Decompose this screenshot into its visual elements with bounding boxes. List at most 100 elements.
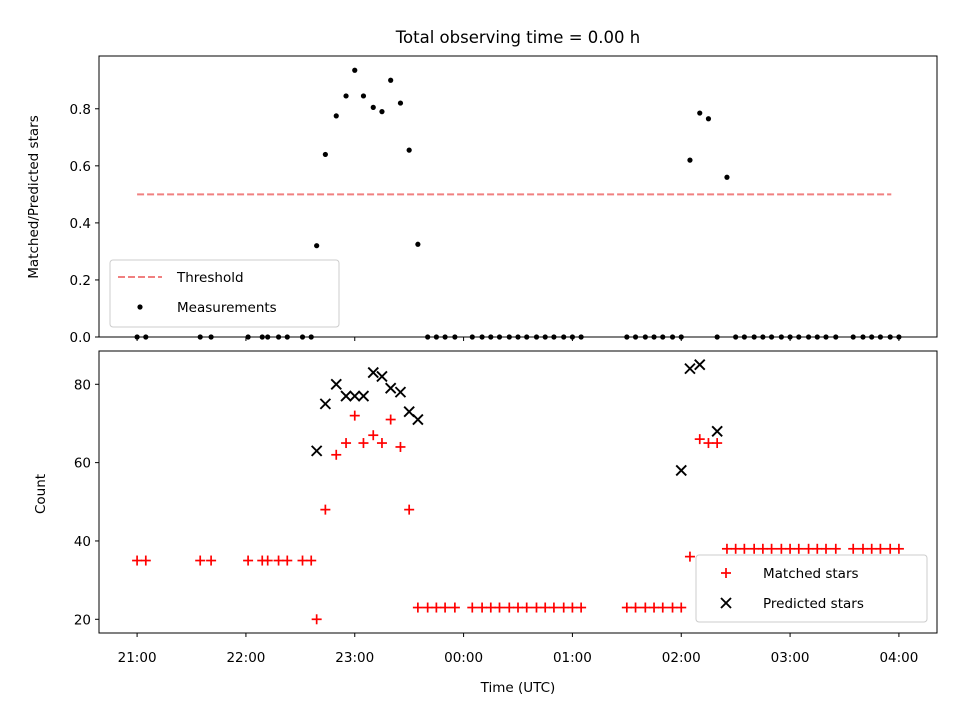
matched-star-marker (262, 555, 273, 566)
y-tick-label: 60 (74, 456, 91, 472)
matched-star-marker (395, 441, 406, 452)
bottom-legend: Matched stars Predicted stars (695, 554, 928, 623)
y-tick-label: 20 (74, 612, 91, 628)
legend-matched-label: Matched stars (763, 566, 859, 582)
matched-star-marker (749, 543, 760, 554)
matched-star-marker (449, 602, 460, 613)
matched-star-marker (477, 602, 488, 613)
top-legend-box (109, 259, 340, 328)
matched-star-marker (513, 602, 523, 613)
matched-star-marker (567, 602, 578, 613)
predicted-star-marker (340, 390, 352, 402)
measurement-point (687, 157, 693, 163)
measurement-point (724, 174, 730, 180)
matched-star-marker (830, 543, 841, 554)
predicted-star-marker (384, 382, 397, 394)
predicted-star-marker (357, 390, 370, 402)
top-chart-title: Total observing time = 0.00 h (395, 28, 640, 47)
bottom-plot-area: 20 40 60 80 21:00 22:00 23:00 00:00 01:00 02:00 03… (74, 350, 938, 666)
matched-star-marker (440, 602, 451, 613)
matched-star-marker (857, 543, 868, 554)
legend-measurements-swatch (137, 304, 143, 310)
legend-predicted-swatch-b (720, 597, 732, 609)
predicted-star-marker-b (330, 378, 342, 390)
measurement-point (388, 77, 394, 83)
legend-threshold-label: Threshold (176, 270, 244, 286)
measurement-point (360, 93, 367, 99)
y-tick-label: 0.0 (70, 330, 91, 346)
matched-star-marker (684, 551, 695, 562)
predicted-star-marker-b (340, 390, 352, 402)
measurement-point (370, 104, 376, 110)
predicted-star-marker (319, 398, 332, 410)
measurement-point (322, 151, 328, 158)
matched-star-marker (803, 543, 814, 554)
predicted-star-marker (310, 445, 323, 457)
matched-star-marker (576, 602, 587, 613)
matched-star-marker (368, 430, 379, 441)
predicted-star-marker-b (367, 366, 379, 379)
matched-star-marker (531, 602, 542, 613)
matched-star-marker (320, 504, 331, 515)
matched-star-marker (206, 555, 217, 566)
matched-star-marker (793, 543, 804, 554)
matched-star-marker (649, 602, 660, 613)
matched-star-marker (730, 543, 741, 554)
matched-star-marker (558, 602, 569, 613)
measurement-point (705, 116, 712, 122)
matched-star-marker (640, 602, 651, 613)
predicted-star-marker (684, 362, 696, 375)
y-tick-label: 80 (74, 377, 91, 393)
matched-star-marker (504, 602, 515, 613)
matched-star-marker (341, 438, 352, 449)
predicted-star-marker-b (403, 406, 415, 418)
predicted-star-marker (349, 390, 361, 402)
matched-star-marker (757, 543, 768, 554)
matched-star-marker (521, 602, 532, 613)
y-tick-label: 0.2 (70, 273, 91, 289)
matched-star-marker (776, 543, 787, 554)
matched-star-marker (404, 504, 415, 515)
measurement-point (333, 113, 339, 119)
predicted-star-marker-b (357, 390, 370, 402)
measurement-point (343, 93, 349, 99)
measurement-point (406, 147, 412, 153)
x-tick-label: 22:00 (226, 650, 265, 666)
matched-star-marker (885, 543, 896, 554)
predicted-star-marker (376, 370, 388, 383)
top-y-axis-label: Matched/Predicted stars (26, 115, 42, 278)
plot-frame (98, 350, 938, 634)
matched-star-marker (739, 543, 750, 554)
y-tick-label: 0.6 (70, 159, 91, 175)
x-tick-label: 03:00 (771, 650, 810, 666)
matched-star-marker (766, 543, 777, 554)
matched-star-marker (385, 414, 396, 425)
predicted-star-marker-b (319, 398, 332, 410)
measurement-point (415, 241, 421, 247)
matched-star-marker (422, 602, 433, 613)
matched-star-marker (866, 543, 877, 554)
matched-star-marker (630, 602, 641, 613)
predicted-star-marker-b (412, 413, 424, 426)
predicted-star-marker-b (684, 362, 696, 375)
matched-star-marker (282, 555, 293, 566)
matched-star-marker (667, 602, 678, 613)
measurement-point (352, 67, 358, 73)
matched-star-marker (540, 602, 551, 613)
matched-star-marker (848, 543, 859, 554)
matched-star-marker (820, 543, 831, 554)
bottom-legend-box (695, 554, 928, 623)
predicted-star-marker (412, 413, 424, 426)
matched-star-marker (273, 555, 284, 566)
matched-star-marker (712, 438, 723, 449)
matched-star-marker (785, 543, 796, 554)
matched-star-marker (875, 543, 886, 554)
predicted-star-marker-b (384, 382, 397, 394)
predicted-star-marker (675, 464, 687, 477)
plot-frame (98, 55, 938, 338)
predicted-star-marker-b (675, 464, 687, 477)
matched-star-marker (548, 602, 559, 613)
predicted-star-marker (394, 386, 407, 398)
matched-star-marker (140, 555, 151, 566)
